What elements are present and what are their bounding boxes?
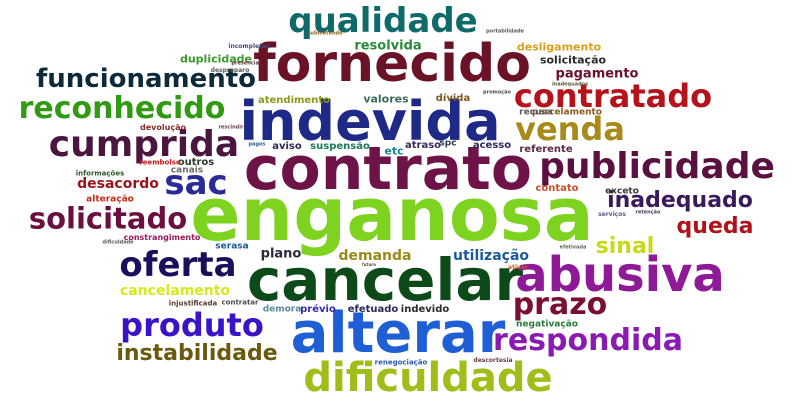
cloud-word: indevida [239,90,501,153]
cloud-word: instabilidade [116,341,278,366]
cloud-word: referente [519,144,573,155]
cloud-word: devolução [140,123,186,132]
cloud-word: desligamento [516,40,602,54]
cloud-word: demora [262,304,302,315]
cloud-word: outros [177,157,215,168]
cloud-word: inadequados [551,81,589,88]
cloud-word: solicitação [539,53,607,67]
cloud-word: informações [75,169,125,178]
cloud-word: reembolso [139,158,181,167]
cloud-word: presencial [231,60,261,67]
cloud-word: qualidade [288,1,478,41]
cloud-word: negativação [516,319,578,330]
cloud-word: inadequado [607,188,753,213]
cloud-word: aviso [272,141,302,152]
cloud-word: indevido [400,304,450,315]
cloud-word: dificuldade [102,239,134,246]
cloud-word: parcelamento [532,107,602,118]
cloud-word: descortesia [473,357,513,364]
cloud-word: atendimento [258,95,330,106]
cloud-word: solicitado [28,201,188,236]
cloud-word: demanda [338,248,412,264]
cloud-word: contrato [243,134,533,204]
cloud-word: dificuldade [303,355,553,401]
cloud-word: respondida [493,323,683,358]
cloud-word: despreparo [210,67,250,74]
cloud-word: dívida [435,93,471,104]
cloud-word: alteração [86,194,134,205]
cloud-word: cancelamento [119,283,231,299]
cloud-word: contratar [221,298,259,307]
cloud-word: plano [260,246,302,262]
cloud-word: portabilidade [486,28,524,35]
cloud-word: ativar [508,264,528,271]
cloud-word: oferta [119,245,237,285]
cloud-word: contratado [513,77,713,115]
cloud-word: sac [164,163,228,203]
cloud-word: venda [515,110,625,148]
cloud-word: retenção [635,209,661,216]
cloud-word: etc [384,144,404,158]
cloud-word: cumprida [48,124,240,165]
cloud-word: valores [363,92,409,106]
cloud-word: pagamento [555,66,639,82]
cloud-word: produto [120,306,264,344]
cloud-word: canais [170,165,204,176]
cloud-word: fornecido [253,34,531,94]
cloud-word: desacordo [77,176,159,192]
cloud-word: spc [439,138,457,149]
cloud-word: constrangimento [123,233,201,242]
cloud-word: cancelar [246,246,524,314]
cloud-word: utilização [452,248,530,264]
cloud-word: queda [676,214,754,239]
cloud-word: submetendo [307,30,343,37]
cloud-word: pagos [248,141,266,148]
cloud-word: alterar [290,301,506,366]
cloud-word: publicidade [539,146,775,187]
cloud-word: reconhecido [18,91,226,126]
cloud-word: serviços [598,211,626,218]
cloud-word: prévio [300,304,336,315]
cloud-word: renegociação [374,358,428,367]
cloud-word: exceto [605,186,639,197]
cloud-word: prazo [512,287,608,322]
cloud-word: acesso [472,140,512,151]
cloud-word: sinal [595,234,655,259]
cloud-word: promoção [483,89,511,96]
cloud-word: contato [535,183,579,194]
cloud-word: incompletas [228,43,270,50]
cloud-word: injustificada [168,299,218,308]
cloud-word: rescindir [218,124,244,131]
cloud-word: futuro [361,262,377,267]
cloud-word: funcionamento [35,64,257,94]
cloud-word: duplicidade [179,52,253,66]
cloud-word: efetuado [347,304,399,315]
cloud-word: atraso [404,140,442,151]
cloud-word: abusiva [515,247,725,303]
cloud-word: serasa [215,241,249,252]
cloud-word: efetivada [559,244,587,251]
cloud-word: suspensão [310,141,370,152]
cloud-word: recusa [519,107,553,118]
cloud-word: enganosa [190,172,594,258]
cloud-word: resolvida [354,38,422,54]
